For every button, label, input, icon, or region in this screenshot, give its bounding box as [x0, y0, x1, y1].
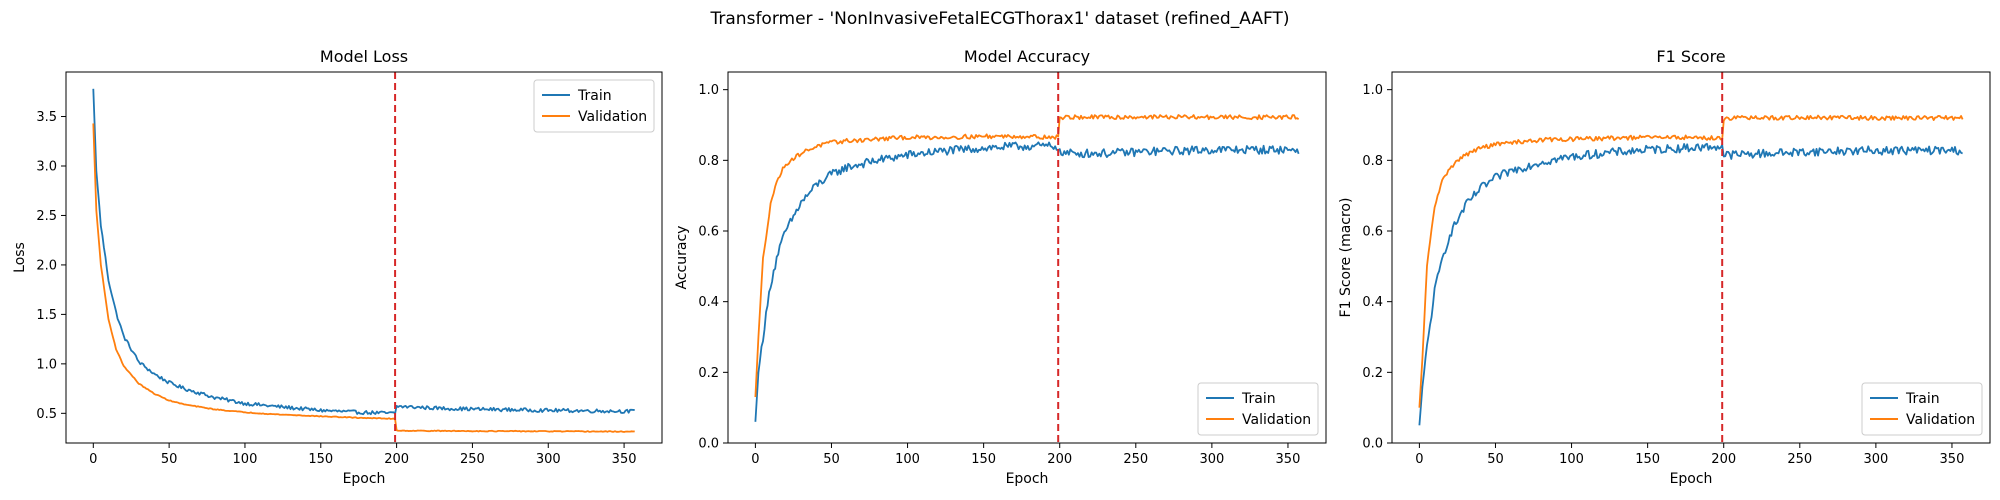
x-tick-label: 100 — [233, 452, 258, 467]
legend-label-train: Train — [1905, 391, 1940, 407]
x-tick-label: 200 — [1047, 452, 1072, 467]
legend-box — [533, 79, 655, 133]
series-line-validation — [1418, 114, 1964, 408]
legend-box — [1197, 382, 1319, 436]
y-tick-label: 0.6 — [698, 225, 719, 240]
y-tick-label: 3.5 — [36, 110, 57, 125]
x-axis-label: Epoch — [1006, 471, 1049, 487]
x-tick-label: 250 — [460, 452, 485, 467]
y-axis-label: F1 Score (macro) — [1338, 198, 1354, 318]
panel-title: Model Accuracy — [964, 47, 1090, 66]
series-line-train — [1418, 142, 1963, 426]
x-tick-label: 150 — [308, 452, 333, 467]
x-tick-label: 300 — [1199, 452, 1224, 467]
x-tick-label: 100 — [1559, 452, 1584, 467]
x-tick-label: 0 — [751, 452, 759, 467]
series-line-validation — [754, 114, 1300, 398]
panel-model-loss: Model Loss 0 50 100 150 200 250 300 350 0.5 1.0 1.5… — [12, 47, 663, 487]
series-line-train — [754, 141, 1300, 422]
x-tick-label: 100 — [895, 452, 920, 467]
y-tick-label: 0.6 — [1362, 225, 1383, 240]
x-tick-label: 350 — [612, 452, 637, 467]
x-tick-label: 50 — [823, 452, 840, 467]
legend-box — [1861, 382, 1983, 436]
y-axis-label: Loss — [12, 242, 28, 273]
panel-f1-score: F1 Score 0 50 100 150 200 250 300 350 0.0 0.2 0.4 0.… — [1338, 47, 1991, 487]
legend-label-validation: Validation — [578, 109, 647, 125]
y-tick-label: 2.0 — [36, 258, 57, 273]
x-tick-label: 300 — [1863, 452, 1888, 467]
x-tick-label: 150 — [971, 452, 996, 467]
axes-frame — [1391, 71, 1991, 444]
y-tick-label: 0.0 — [698, 437, 719, 452]
x-tick-label: 350 — [1276, 452, 1301, 467]
y-tick-label: 2.5 — [36, 209, 57, 224]
series-line-train — [92, 88, 635, 416]
series-line-validation — [92, 123, 635, 433]
y-tick-label: 0.5 — [36, 407, 57, 422]
x-tick-label: 300 — [536, 452, 561, 467]
y-tick-label: 1.0 — [698, 83, 719, 98]
y-axis-label: Accuracy — [674, 226, 690, 290]
legend-label-train: Train — [577, 88, 612, 104]
x-axis-label: Epoch — [1670, 471, 1713, 487]
figure-title: Transformer - 'NonInvasiveFetalECGThorax… — [710, 9, 1290, 29]
x-tick-label: 250 — [1787, 452, 1812, 467]
y-tick-label: 0.8 — [698, 154, 719, 169]
panel-title: Model Loss — [320, 47, 408, 66]
y-tick-label: 0.4 — [698, 295, 719, 310]
y-tick-label: 3.0 — [36, 159, 57, 174]
y-tick-label: 0.2 — [698, 366, 719, 381]
legend: Train Validation — [533, 79, 655, 133]
legend: Train Validation — [1861, 382, 1983, 436]
x-tick-label: 200 — [384, 452, 409, 467]
y-tick-label: 1.0 — [1362, 83, 1383, 98]
y-tick-label: 0.2 — [1362, 366, 1383, 381]
x-tick-label: 200 — [1711, 452, 1736, 467]
y-tick-label: 1.0 — [36, 357, 57, 372]
x-tick-label: 50 — [161, 452, 178, 467]
axes-frame — [65, 71, 663, 444]
axes-frame — [727, 71, 1327, 444]
x-tick-label: 0 — [1415, 452, 1423, 467]
y-tick-label: 0.0 — [1362, 437, 1383, 452]
y-tick-label: 0.8 — [1362, 154, 1383, 169]
legend-label-train: Train — [1241, 391, 1276, 407]
x-tick-label: 0 — [89, 452, 97, 467]
panel-title: F1 Score — [1656, 47, 1725, 66]
legend-label-validation: Validation — [1906, 412, 1975, 428]
x-axis-label: Epoch — [343, 471, 386, 487]
panel-model-accuracy: Model Accuracy 0 50 100 150 200 250 300 350 0.0 0.… — [674, 47, 1327, 487]
x-tick-label: 150 — [1635, 452, 1660, 467]
x-tick-label: 350 — [1940, 452, 1965, 467]
x-tick-label: 250 — [1123, 452, 1148, 467]
legend: Train Validation — [1197, 382, 1319, 436]
y-tick-label: 0.4 — [1362, 295, 1383, 310]
y-tick-label: 1.5 — [36, 308, 57, 323]
legend-label-validation: Validation — [1242, 412, 1311, 428]
x-tick-label: 50 — [1487, 452, 1504, 467]
